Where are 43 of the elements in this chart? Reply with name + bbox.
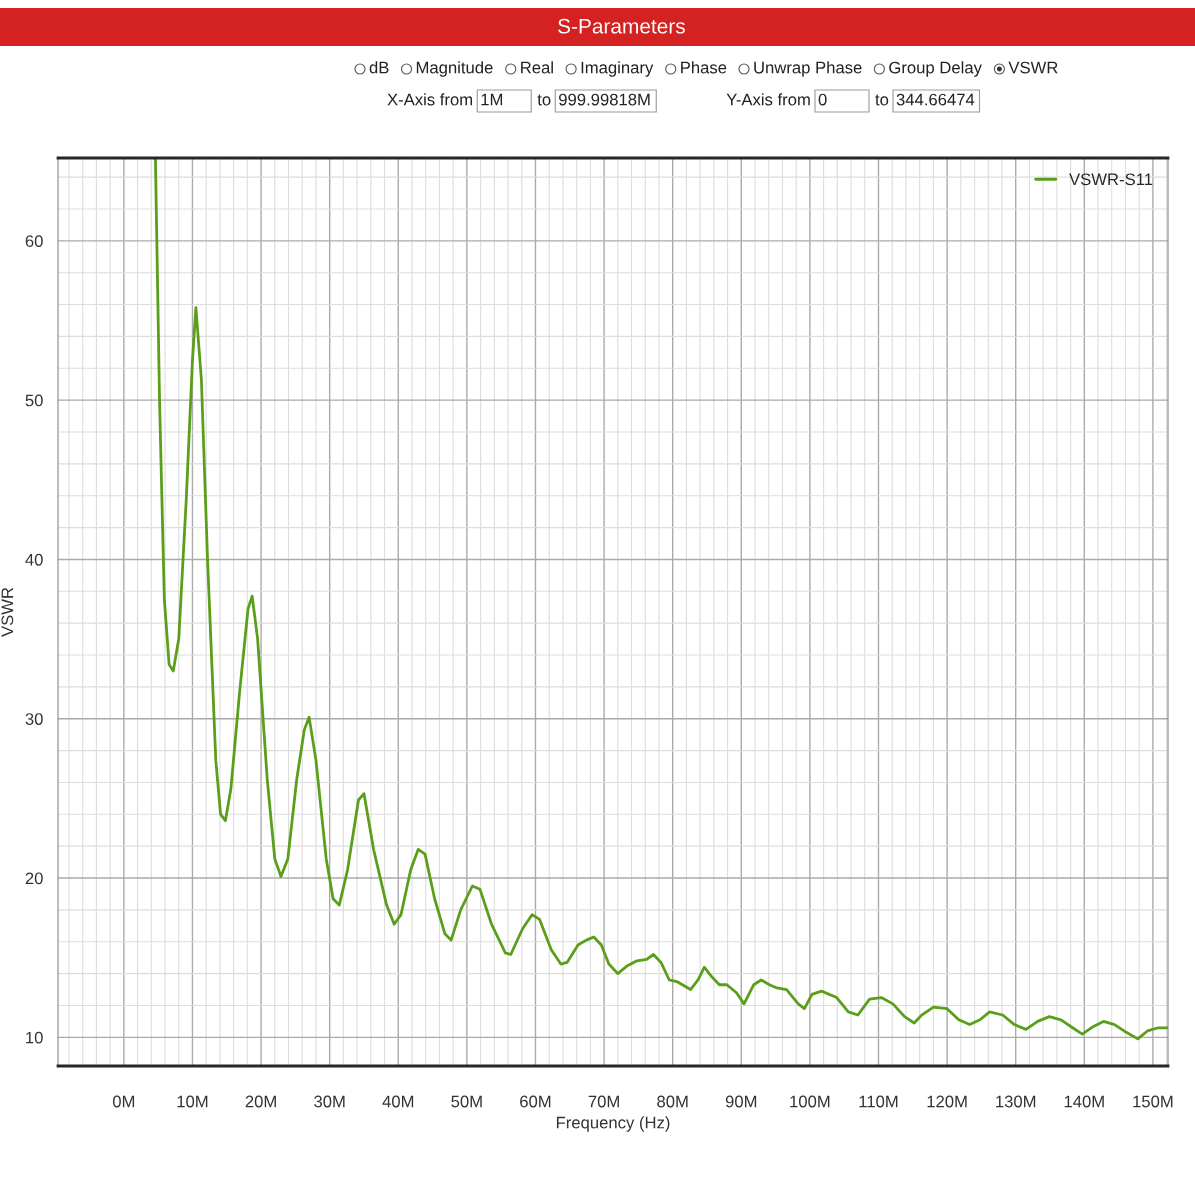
x-axis-title: Frequency (Hz) xyxy=(556,1116,670,1132)
x-tick-label: 10M xyxy=(177,1095,208,1108)
legend-label: VSWR-S11 xyxy=(1069,173,1153,186)
text: 344.66474 xyxy=(896,93,975,106)
y-tick-label: 10 xyxy=(26,1031,43,1044)
x-tick-label: 0M xyxy=(112,1095,135,1108)
text: Phase xyxy=(681,61,727,74)
x-tick-label: 40M xyxy=(382,1095,414,1108)
x-tick-label: 20M xyxy=(245,1095,276,1108)
text: X-Axis from xyxy=(387,93,473,106)
y-axis-title: VSWR xyxy=(1,587,14,637)
x-tick-label: 110M xyxy=(859,1095,898,1108)
line-series xyxy=(154,158,1168,1041)
text: Imaginary xyxy=(581,61,654,77)
text: Magnitude xyxy=(416,61,493,77)
text: Unwrap Phase xyxy=(754,61,862,77)
text: Group Delay xyxy=(889,61,982,77)
x-tick-label: 30M xyxy=(314,1095,345,1108)
text: 1M xyxy=(481,93,503,106)
y-tick-label: 60 xyxy=(25,235,43,248)
chart-title: S-Parameters xyxy=(558,18,685,34)
y-tick-label: 50 xyxy=(25,394,43,407)
y-tick-label: 20 xyxy=(25,872,43,885)
x-tick-label: 50M xyxy=(451,1095,482,1108)
x-tick-label: 100M xyxy=(790,1095,830,1108)
x-tick-label: 70M xyxy=(588,1095,619,1108)
text: 0 xyxy=(818,93,827,106)
y-tick-label: 30 xyxy=(25,713,43,725)
y-tick-label: 40 xyxy=(25,553,43,566)
x-tick-label: 120M xyxy=(927,1095,967,1108)
x-tick-label: 140M xyxy=(1064,1095,1104,1108)
text: to xyxy=(875,94,889,106)
text: VSWR xyxy=(1008,61,1058,74)
text: 999.99818M xyxy=(559,93,650,106)
x-tick-label: 60M xyxy=(520,1095,551,1108)
text: Real xyxy=(521,61,553,74)
text: dB xyxy=(369,61,389,74)
x-tick-label: 80M xyxy=(657,1095,688,1108)
text: Y-Axis from xyxy=(726,93,810,106)
x-tick-label: 90M xyxy=(725,1095,757,1108)
text: to xyxy=(537,94,551,106)
x-tick-label: 150M xyxy=(1133,1095,1173,1108)
x-tick-label: 130M xyxy=(996,1095,1036,1108)
